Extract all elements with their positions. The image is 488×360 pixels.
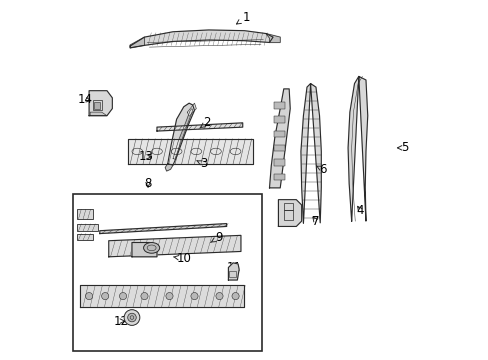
Text: 3: 3 bbox=[197, 157, 207, 170]
Polygon shape bbox=[187, 103, 196, 116]
Polygon shape bbox=[265, 33, 280, 42]
Text: 12: 12 bbox=[114, 315, 128, 328]
Text: 14: 14 bbox=[78, 93, 93, 106]
Polygon shape bbox=[228, 263, 239, 280]
Bar bbox=[283, 210, 292, 220]
Polygon shape bbox=[130, 30, 272, 48]
Text: 1: 1 bbox=[236, 11, 249, 24]
Text: 2: 2 bbox=[200, 116, 210, 129]
Circle shape bbox=[190, 293, 198, 300]
Polygon shape bbox=[269, 89, 290, 188]
Circle shape bbox=[102, 293, 108, 300]
Polygon shape bbox=[347, 76, 367, 221]
Polygon shape bbox=[173, 109, 192, 159]
Text: 5: 5 bbox=[397, 141, 408, 154]
Bar bbox=[94, 102, 100, 109]
Circle shape bbox=[216, 293, 223, 300]
Bar bbox=[73, 194, 262, 351]
Text: 13: 13 bbox=[139, 150, 153, 163]
Text: 8: 8 bbox=[144, 177, 151, 190]
Bar bbox=[273, 102, 284, 109]
Bar bbox=[273, 159, 284, 166]
Bar bbox=[229, 271, 235, 277]
Bar bbox=[283, 203, 292, 210]
Circle shape bbox=[127, 313, 136, 322]
Circle shape bbox=[85, 293, 93, 300]
Bar bbox=[77, 209, 93, 219]
Text: 9: 9 bbox=[210, 231, 223, 244]
Polygon shape bbox=[100, 224, 226, 234]
Text: 6: 6 bbox=[316, 163, 326, 176]
Bar bbox=[273, 145, 284, 152]
Polygon shape bbox=[157, 123, 242, 131]
Polygon shape bbox=[278, 200, 301, 226]
Bar bbox=[93, 100, 102, 111]
Polygon shape bbox=[80, 285, 244, 307]
Polygon shape bbox=[108, 235, 241, 257]
Circle shape bbox=[119, 293, 126, 300]
Circle shape bbox=[141, 293, 148, 300]
Polygon shape bbox=[300, 84, 321, 223]
Bar bbox=[77, 234, 93, 240]
Bar bbox=[273, 174, 284, 180]
Circle shape bbox=[231, 293, 239, 300]
Text: 10: 10 bbox=[173, 252, 191, 265]
Polygon shape bbox=[167, 103, 194, 165]
Bar bbox=[273, 116, 284, 123]
Circle shape bbox=[124, 310, 140, 325]
Polygon shape bbox=[89, 91, 112, 116]
Circle shape bbox=[165, 293, 173, 300]
Polygon shape bbox=[130, 37, 144, 48]
Polygon shape bbox=[128, 139, 253, 164]
Text: 4: 4 bbox=[356, 204, 364, 217]
Polygon shape bbox=[165, 164, 173, 171]
Polygon shape bbox=[132, 243, 157, 257]
Text: 11: 11 bbox=[226, 261, 241, 274]
Bar bbox=[77, 224, 98, 231]
Ellipse shape bbox=[143, 243, 160, 253]
Text: 7: 7 bbox=[311, 215, 319, 228]
Polygon shape bbox=[90, 112, 107, 116]
Bar bbox=[273, 131, 284, 137]
